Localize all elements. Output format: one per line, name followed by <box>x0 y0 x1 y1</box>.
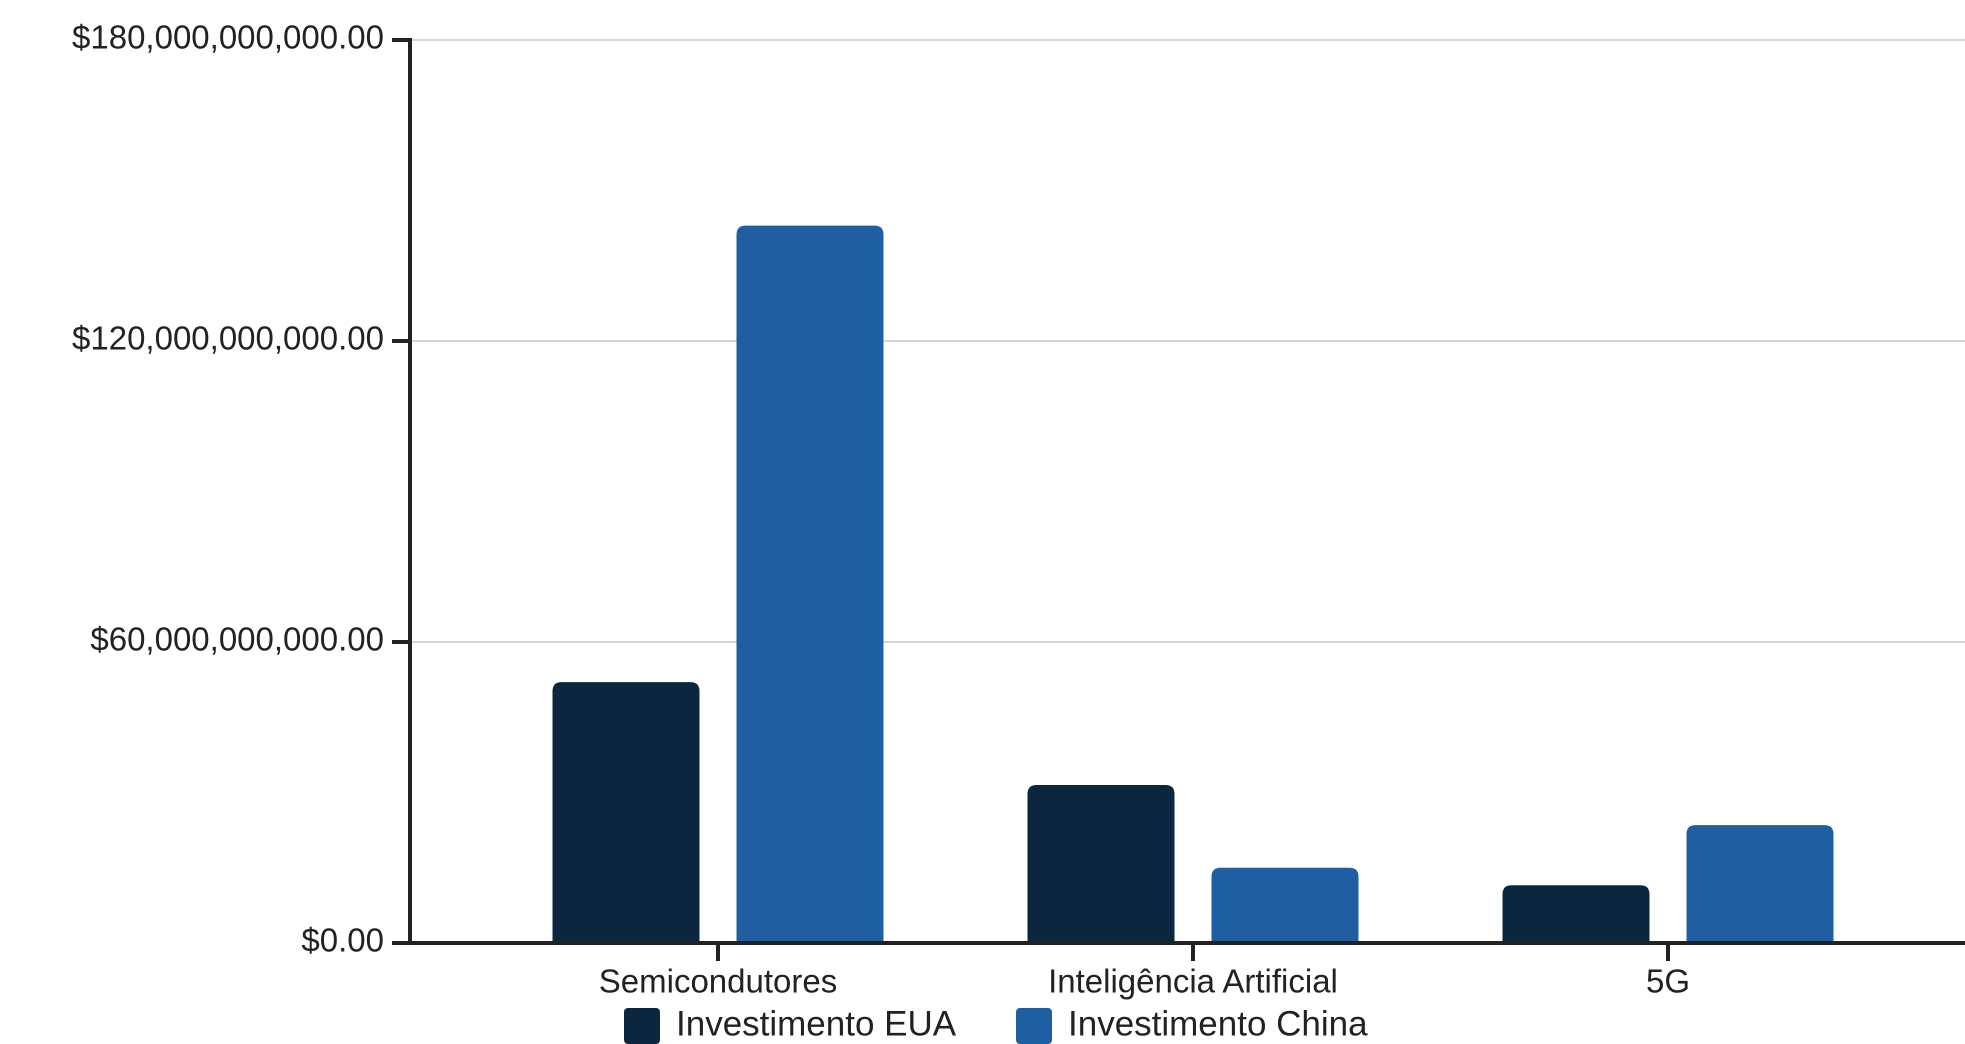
gridlines <box>410 39 1965 643</box>
x-axis-ticks: Semicondutores Inteligência Artificial 5G <box>599 943 1690 1000</box>
bar-eua-2 <box>1502 885 1650 943</box>
bar-eua-1 <box>1027 784 1175 943</box>
y-axis-ticks: $0.00 $60,000,000,000.00 $120,000,000,000.… <box>72 19 410 959</box>
x-tick-label-1: Inteligência Artificial <box>1048 963 1338 1000</box>
bar-china-0 <box>736 225 884 943</box>
y-tick-label-1: $60,000,000,000.00 <box>90 621 384 658</box>
y-tick-label-0: $0.00 <box>301 922 384 959</box>
legend-label-china: Investimento China <box>1068 1004 1368 1043</box>
bar-eua-0 <box>552 682 700 943</box>
legend: Investimento EUA Investimento China <box>624 1004 1368 1044</box>
legend-swatch-eua <box>624 1008 660 1044</box>
legend-label-eua: Investimento EUA <box>676 1004 957 1043</box>
bar-china-2 <box>1686 825 1834 943</box>
y-tick-label-3: $180,000,000,000.00 <box>72 19 384 56</box>
bar-china-1 <box>1211 867 1359 943</box>
x-tick-label-2: 5G <box>1646 963 1690 1000</box>
legend-swatch-china <box>1016 1008 1052 1044</box>
y-tick-label-2: $120,000,000,000.00 <box>72 320 384 357</box>
bars <box>552 225 1834 943</box>
x-tick-label-0: Semicondutores <box>599 963 837 1000</box>
axes <box>408 38 1965 945</box>
